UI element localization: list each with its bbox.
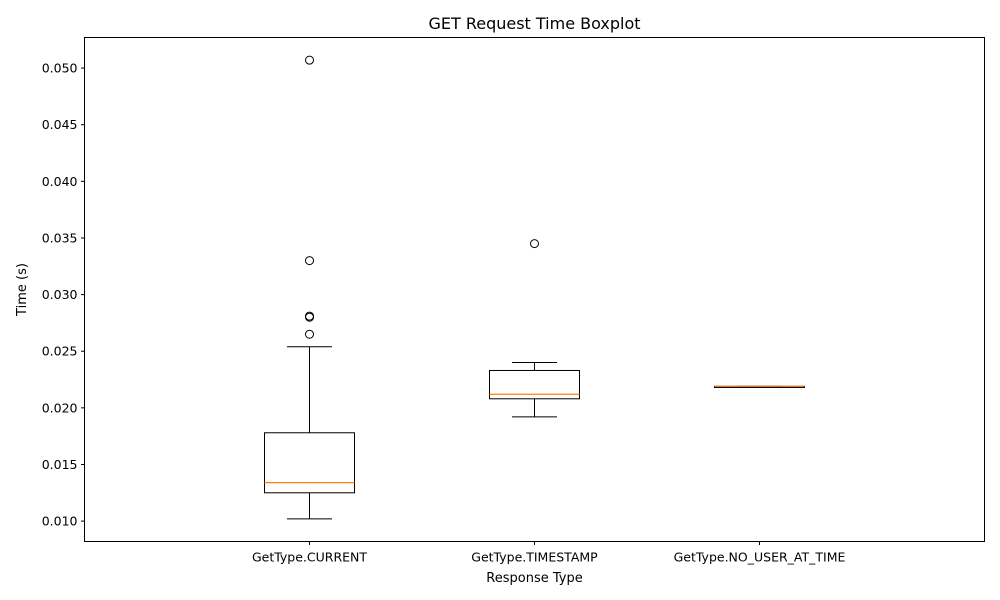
- y-tick-label: 0.045: [42, 117, 78, 132]
- outlier-point: [530, 239, 539, 249]
- x-tick-label: GetType.NO_USER_AT_TIME: [674, 550, 846, 565]
- y-tick-label: 0.050: [42, 61, 78, 76]
- y-tick-label: 0.015: [42, 457, 78, 472]
- outlier-point: [305, 311, 314, 321]
- chart-title: GET Request Time Boxplot: [428, 14, 640, 33]
- y-axis: 0.010 0.015 0.020 0.025 0.030 0.035 0.040 0.045…: [42, 61, 85, 529]
- plot-area: [84, 37, 985, 542]
- y-tick-label: 0.010: [42, 514, 78, 529]
- x-tick-label: GetType.CURRENT: [252, 550, 367, 565]
- iqr-box: [489, 369, 580, 400]
- y-tick-label: 0.040: [42, 174, 78, 189]
- boxes: [264, 55, 805, 520]
- y-tick-label: 0.020: [42, 400, 78, 415]
- x-axis-label: Response Type: [486, 571, 582, 586]
- y-axis-label: Time (s): [15, 263, 30, 317]
- box-group: [714, 385, 805, 388]
- y-tick-label: 0.035: [42, 230, 78, 245]
- box-group: [489, 239, 580, 418]
- outlier-point: [305, 256, 314, 266]
- box-group: [264, 55, 355, 520]
- iqr-box: [264, 432, 355, 494]
- outlier-point: [305, 55, 314, 65]
- outlier-point: [305, 329, 314, 339]
- y-tick-label: 0.025: [42, 344, 78, 359]
- x-axis: GetType.CURRENT GetType.TIMESTAMP GetType.…: [252, 541, 846, 565]
- y-tick-label: 0.030: [42, 287, 78, 302]
- x-tick-label: GetType.TIMESTAMP: [471, 550, 598, 565]
